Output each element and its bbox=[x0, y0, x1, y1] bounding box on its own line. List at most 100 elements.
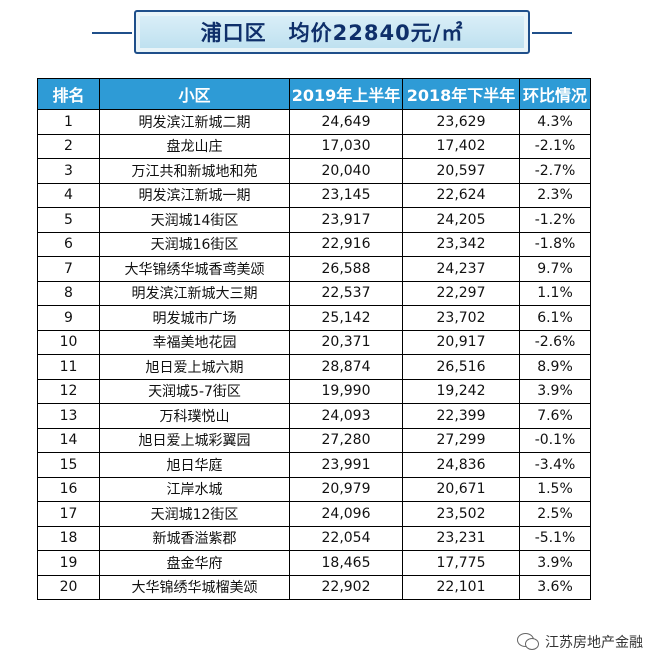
cell-community: 天润城12街区 bbox=[99, 501, 290, 527]
cell-rank: 13 bbox=[37, 403, 100, 429]
title-divider-right bbox=[532, 32, 572, 34]
cell-2019h1: 25,142 bbox=[289, 305, 403, 331]
cell-2018h2: 23,629 bbox=[402, 109, 520, 135]
cell-community: 万江共和新城地和苑 bbox=[99, 158, 290, 184]
cell-rank: 19 bbox=[37, 550, 100, 576]
header-rank: 排名 bbox=[37, 78, 100, 110]
table-row: 10 幸福美地花园 20,371 20,917 -2.6% bbox=[37, 329, 591, 355]
cell-rank: 3 bbox=[37, 158, 100, 184]
cell-change: 9.7% bbox=[519, 256, 591, 282]
header-change: 环比情况 bbox=[519, 78, 591, 110]
cell-rank: 11 bbox=[37, 354, 100, 380]
cell-community: 幸福美地花园 bbox=[99, 329, 290, 355]
cell-2018h2: 20,917 bbox=[402, 329, 520, 355]
cell-rank: 10 bbox=[37, 329, 100, 355]
cell-rank: 4 bbox=[37, 182, 100, 208]
cell-community: 新城香溢紫郡 bbox=[99, 525, 290, 551]
table-header-row: 排名 小区 2019年上半年 2018年下半年 环比情况 bbox=[37, 78, 591, 110]
cell-community: 旭日华庭 bbox=[99, 452, 290, 478]
header-2018h2: 2018年下半年 bbox=[402, 78, 520, 110]
footer-account: 江苏房地产金融 bbox=[517, 632, 643, 652]
cell-change: 2.5% bbox=[519, 501, 591, 527]
cell-change: 1.1% bbox=[519, 280, 591, 306]
price-ranking-table: 排名 小区 2019年上半年 2018年下半年 环比情况 1 明发滨江新城二期 24… bbox=[37, 78, 591, 600]
cell-change: -5.1% bbox=[519, 525, 591, 551]
cell-change: 1.5% bbox=[519, 476, 591, 502]
cell-change: 3.9% bbox=[519, 550, 591, 576]
cell-2019h1: 28,874 bbox=[289, 354, 403, 380]
table-row: 12 天润城5-7街区 19,990 19,242 3.9% bbox=[37, 378, 591, 404]
cell-rank: 7 bbox=[37, 256, 100, 282]
cell-2019h1: 24,093 bbox=[289, 403, 403, 429]
title-divider-left bbox=[92, 32, 132, 34]
cell-2018h2: 23,231 bbox=[402, 525, 520, 551]
cell-change: -2.7% bbox=[519, 158, 591, 184]
cell-community: 明发滨江新城二期 bbox=[99, 109, 290, 135]
title-text: 浦口区 均价22840元/㎡ bbox=[140, 16, 524, 48]
cell-community: 大华锦绣华城香鸢美颂 bbox=[99, 256, 290, 282]
table-row: 8 明发滨江新城大三期 22,537 22,297 1.1% bbox=[37, 280, 591, 306]
table-row: 20 大华锦绣华城榴美颂 22,902 22,101 3.6% bbox=[37, 574, 591, 600]
table-row: 5 天润城14街区 23,917 24,205 -1.2% bbox=[37, 207, 591, 233]
table-row: 3 万江共和新城地和苑 20,040 20,597 -2.7% bbox=[37, 158, 591, 184]
district-name: 浦口区 bbox=[200, 21, 267, 45]
cell-rank: 20 bbox=[37, 574, 100, 600]
cell-2018h2: 23,502 bbox=[402, 501, 520, 527]
cell-2018h2: 26,516 bbox=[402, 354, 520, 380]
cell-rank: 6 bbox=[37, 231, 100, 257]
cell-2019h1: 23,145 bbox=[289, 182, 403, 208]
cell-change: 3.9% bbox=[519, 378, 591, 404]
cell-2019h1: 20,979 bbox=[289, 476, 403, 502]
cell-rank: 17 bbox=[37, 501, 100, 527]
cell-change: -3.4% bbox=[519, 452, 591, 478]
table-row: 14 旭日爱上城彩翼园 27,280 27,299 -0.1% bbox=[37, 427, 591, 453]
cell-change: 2.3% bbox=[519, 182, 591, 208]
cell-2019h1: 23,917 bbox=[289, 207, 403, 233]
cell-rank: 16 bbox=[37, 476, 100, 502]
table-row: 15 旭日华庭 23,991 24,836 -3.4% bbox=[37, 452, 591, 478]
cell-community: 旭日爱上城彩翼园 bbox=[99, 427, 290, 453]
cell-2018h2: 22,624 bbox=[402, 182, 520, 208]
cell-2018h2: 24,237 bbox=[402, 256, 520, 282]
cell-rank: 18 bbox=[37, 525, 100, 551]
cell-2018h2: 23,342 bbox=[402, 231, 520, 257]
table-row: 16 江岸水城 20,979 20,671 1.5% bbox=[37, 476, 591, 502]
cell-2019h1: 22,537 bbox=[289, 280, 403, 306]
cell-rank: 8 bbox=[37, 280, 100, 306]
cell-2018h2: 22,101 bbox=[402, 574, 520, 600]
cell-rank: 14 bbox=[37, 427, 100, 453]
cell-rank: 2 bbox=[37, 133, 100, 159]
cell-2019h1: 24,096 bbox=[289, 501, 403, 527]
cell-community: 明发城市广场 bbox=[99, 305, 290, 331]
cell-2019h1: 17,030 bbox=[289, 133, 403, 159]
cell-change: 6.1% bbox=[519, 305, 591, 331]
header-community: 小区 bbox=[99, 78, 290, 110]
average-price: 均价22840元/㎡ bbox=[288, 21, 464, 45]
table-row: 7 大华锦绣华城香鸢美颂 26,588 24,237 9.7% bbox=[37, 256, 591, 282]
table-row: 2 盘龙山庄 17,030 17,402 -2.1% bbox=[37, 133, 591, 159]
cell-rank: 9 bbox=[37, 305, 100, 331]
account-name: 江苏房地产金融 bbox=[545, 635, 643, 651]
cell-rank: 1 bbox=[37, 109, 100, 135]
cell-2019h1: 22,902 bbox=[289, 574, 403, 600]
cell-2019h1: 20,371 bbox=[289, 329, 403, 355]
cell-community: 旭日爱上城六期 bbox=[99, 354, 290, 380]
table-row: 9 明发城市广场 25,142 23,702 6.1% bbox=[37, 305, 591, 331]
cell-community: 盘金华府 bbox=[99, 550, 290, 576]
cell-change: -1.8% bbox=[519, 231, 591, 257]
cell-change: -2.1% bbox=[519, 133, 591, 159]
cell-2019h1: 19,990 bbox=[289, 378, 403, 404]
cell-community: 明发滨江新城大三期 bbox=[99, 280, 290, 306]
cell-community: 天润城14街区 bbox=[99, 207, 290, 233]
cell-2018h2: 23,702 bbox=[402, 305, 520, 331]
title-box: 浦口区 均价22840元/㎡ bbox=[134, 10, 530, 54]
cell-community: 盘龙山庄 bbox=[99, 133, 290, 159]
cell-change: 8.9% bbox=[519, 354, 591, 380]
cell-change: -1.2% bbox=[519, 207, 591, 233]
cell-rank: 5 bbox=[37, 207, 100, 233]
cell-2018h2: 20,597 bbox=[402, 158, 520, 184]
cell-change: 3.6% bbox=[519, 574, 591, 600]
title-banner: 浦口区 均价22840元/㎡ bbox=[0, 0, 663, 62]
cell-2019h1: 20,040 bbox=[289, 158, 403, 184]
cell-community: 大华锦绣华城榴美颂 bbox=[99, 574, 290, 600]
